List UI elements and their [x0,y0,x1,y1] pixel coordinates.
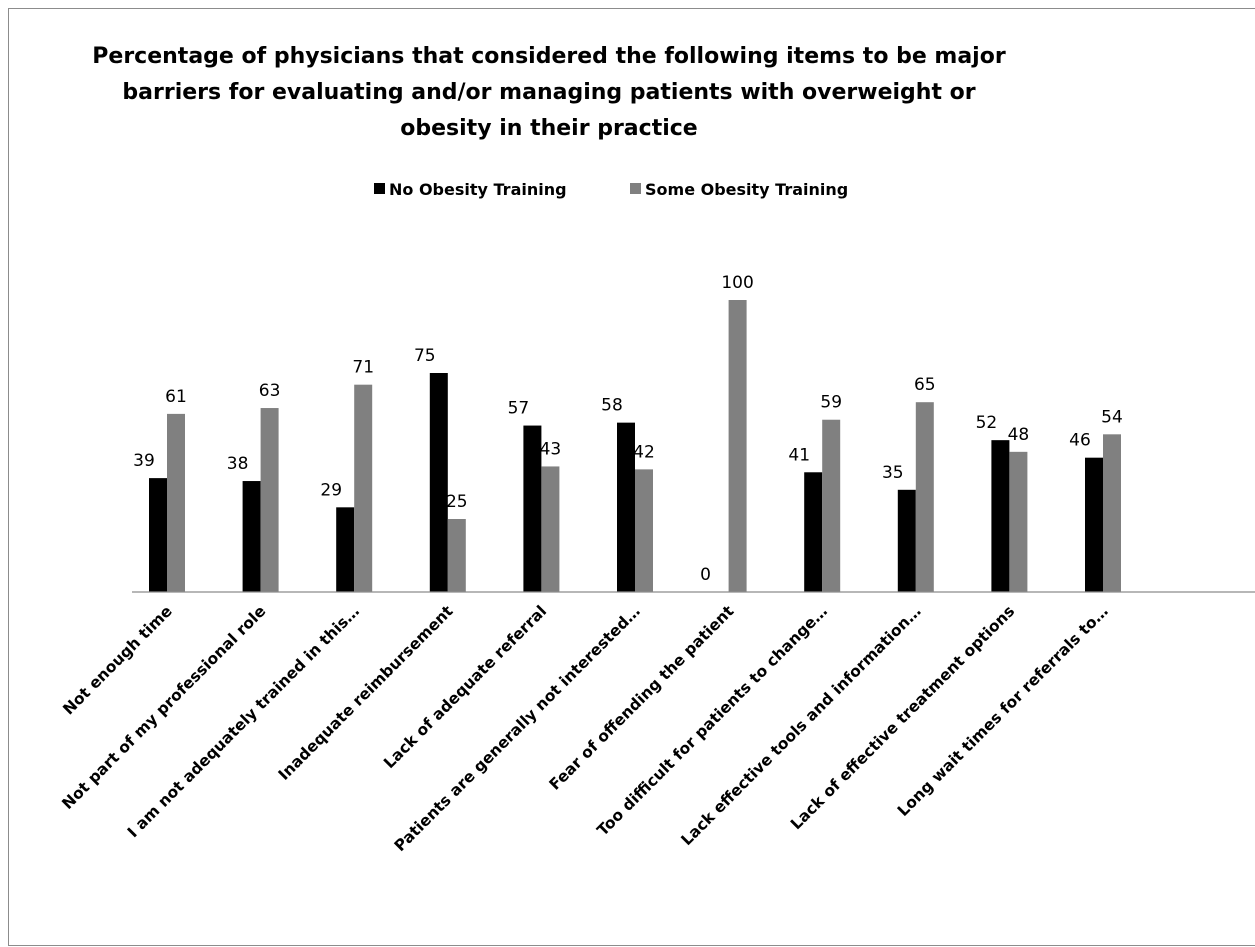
chart-frame: Percentage of physicians that considered… [8,8,1255,946]
bar-some-training-2 [354,384,373,592]
bar-some-training-8 [915,402,934,592]
data-label-some-training-1: 63 [259,381,281,401]
data-label-some-training-4: 43 [540,439,562,459]
bar-some-training-5 [635,469,653,592]
data-label-no-training-10: 46 [1069,431,1091,451]
bar-some-training-10 [1103,434,1121,592]
category-label-4: Lack of adequate referral [380,602,550,772]
bar-chart: Percentage of physicians that considered… [59,44,1255,855]
legend-label-no-training: No Obesity Training [389,180,567,199]
data-label-no-training-6: 0 [700,565,711,585]
data-label-some-training-0: 61 [165,387,187,407]
data-label-no-training-7: 41 [788,445,810,465]
data-label-no-training-8: 35 [882,463,904,483]
data-label-no-training-0: 39 [133,451,155,471]
legend-swatch-some-training [630,183,641,194]
data-label-some-training-3: 25 [446,492,468,512]
category-label-3: Inadequate reimbursement [275,602,457,784]
chart-title-line-2: barriers for evaluating and/or managing … [122,80,975,105]
bar-some-training-7 [822,419,841,592]
data-labels: 39 61 38 63 29 71 75 25 57 43 58 42 0 100 41 59 35 65 52 48… [133,273,1123,585]
bar-no-training-2 [336,507,355,592]
bar-some-training-1 [260,408,279,592]
bar-some-training-0 [167,413,185,592]
bar-some-training-3 [447,519,466,592]
bar-some-training-4 [541,466,560,592]
data-label-no-training-5: 58 [601,396,623,416]
legend: No Obesity Training Some Obesity Trainin… [374,180,848,199]
bar-no-training-0 [149,478,167,592]
category-label-1: Not part of my professional role [59,602,270,813]
bar-some-training-6 [728,300,747,592]
bar-no-training-8 [897,489,916,592]
data-label-some-training-6: 100 [721,273,753,293]
data-label-some-training-10: 54 [1101,407,1123,427]
category-label-10: Long wait times for referrals to… [894,602,1112,820]
bar-no-training-3 [429,373,448,592]
data-label-some-training-9: 48 [1008,425,1030,445]
category-label-6: Fear of offending the patient [546,602,738,794]
data-label-no-training-4: 57 [508,399,530,419]
bars [149,300,1121,592]
bar-no-training-5 [617,422,635,592]
bar-no-training-9 [991,440,1010,592]
data-label-no-training-3: 75 [414,346,436,366]
data-label-no-training-9: 52 [976,413,998,433]
data-label-no-training-2: 29 [320,480,342,500]
legend-swatch-no-training [374,183,385,194]
data-label-no-training-1: 38 [227,454,249,474]
chart-title-line-1: Percentage of physicians that considered… [92,44,1006,69]
data-label-some-training-7: 59 [820,393,842,413]
data-label-some-training-8: 65 [914,375,936,395]
data-label-some-training-5: 42 [633,442,655,462]
bar-no-training-4 [523,425,542,592]
bar-no-training-1 [242,481,261,592]
bar-some-training-9 [1009,451,1028,592]
bar-no-training-7 [804,472,823,592]
data-label-some-training-2: 71 [352,358,374,378]
legend-label-some-training: Some Obesity Training [645,180,848,199]
bar-no-training-10 [1085,457,1103,592]
chart-title-line-3: obesity in their practice [400,116,697,141]
